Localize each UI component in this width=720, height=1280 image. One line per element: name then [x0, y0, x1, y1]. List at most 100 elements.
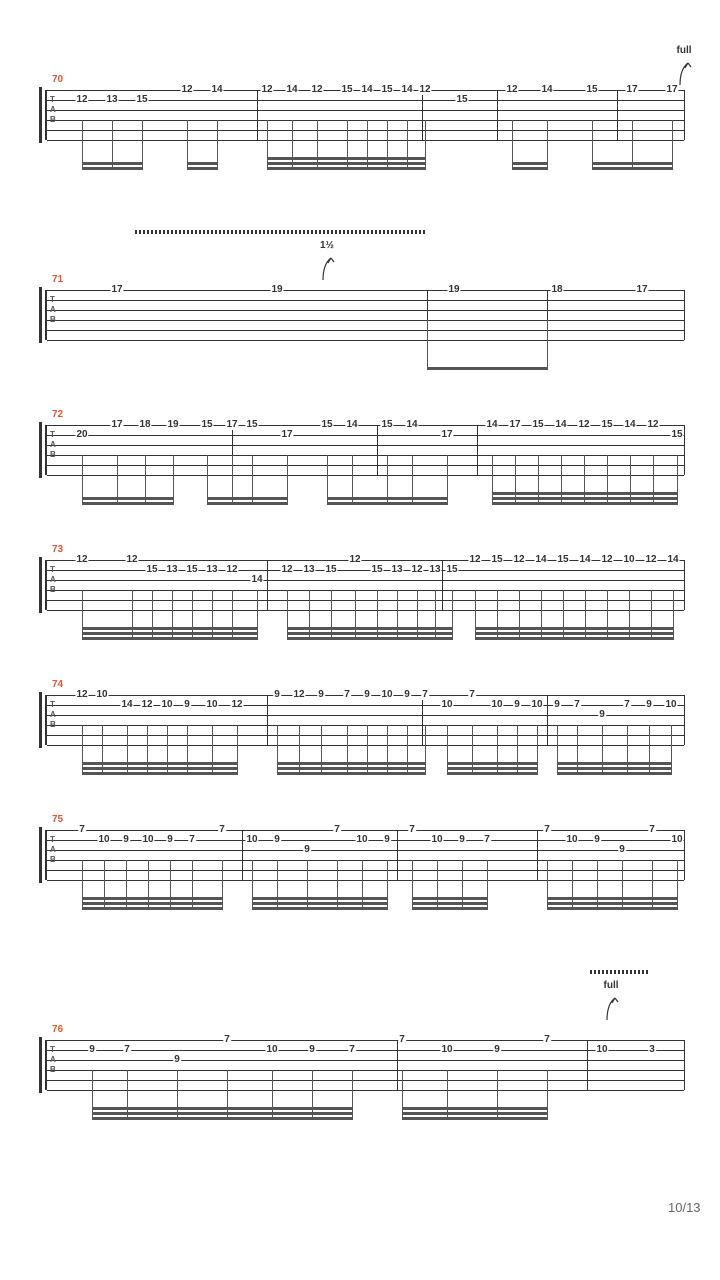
barline: [242, 830, 243, 880]
barline: [497, 90, 498, 140]
fret-number: 15: [245, 420, 258, 430]
fret-number: 12: [644, 555, 657, 565]
fret-number: 15: [490, 555, 503, 565]
beam-group: [82, 880, 222, 910]
fret-number: 15: [380, 420, 393, 430]
fret-number: 15: [455, 95, 468, 105]
fret-number: 14: [623, 420, 636, 430]
fret-number: 15: [445, 565, 458, 575]
beam-group: [82, 610, 257, 640]
fret-number: 15: [670, 430, 683, 440]
measure-number: 75: [52, 814, 63, 825]
tab-clef-label: TAB: [50, 430, 56, 460]
beam-group: [92, 1090, 352, 1120]
fret-number: 12: [75, 690, 88, 700]
fret-number: 13: [205, 565, 218, 575]
beam-group: [327, 475, 447, 505]
beam-group: [82, 140, 142, 170]
fret-number: 10: [622, 555, 635, 565]
barline: [477, 425, 478, 475]
fret-number: 12: [125, 555, 138, 565]
staff-lines: TAB711719191817: [45, 290, 685, 340]
fret-number: 18: [550, 285, 563, 295]
bend-arrow-icon: [605, 994, 619, 1027]
fret-number: 12: [577, 420, 590, 430]
fret-number: 9: [458, 835, 466, 845]
barline: [617, 90, 618, 140]
fret-number: 15: [531, 420, 544, 430]
measure-number: 74: [52, 679, 63, 690]
fret-number: 9: [513, 700, 521, 710]
fret-number: 12: [410, 565, 423, 575]
fret-number: 10: [265, 1045, 278, 1055]
fret-number: 17: [440, 430, 453, 440]
beam-group: [447, 745, 537, 775]
tab-staff: TAB7117191918171½: [45, 290, 685, 340]
fret-number: 7: [398, 1035, 406, 1045]
fret-number: 17: [110, 420, 123, 430]
fret-number: 13: [302, 565, 315, 575]
fret-number: 14: [400, 85, 413, 95]
beam-group: [492, 475, 677, 505]
fret-number: 15: [200, 420, 213, 430]
barline: [442, 560, 443, 610]
fret-number: 12: [418, 85, 431, 95]
fret-number: 12: [75, 555, 88, 565]
measure-number: 70: [52, 74, 63, 85]
fret-number: 15: [340, 85, 353, 95]
barline: [397, 830, 398, 880]
beam-group: [557, 745, 671, 775]
fret-number: 9: [598, 710, 606, 720]
fret-number: 10: [97, 835, 110, 845]
measure-number: 76: [52, 1024, 63, 1035]
fret-number: 19: [270, 285, 283, 295]
barline: [267, 695, 268, 745]
bend-label: 1½: [320, 240, 334, 251]
fret-number: 9: [618, 845, 626, 855]
fret-number: 9: [363, 690, 371, 700]
fret-number: 3: [648, 1045, 656, 1055]
fret-number: 20: [75, 430, 88, 440]
fret-number: 7: [543, 1035, 551, 1045]
fret-number: 14: [360, 85, 373, 95]
fret-number: 7: [333, 825, 341, 835]
fret-number: 7: [421, 690, 429, 700]
fret-number: 9: [88, 1045, 96, 1055]
vibrato-wavy-icon: [135, 230, 425, 234]
tab-clef-label: TAB: [50, 835, 56, 865]
fret-number: 10: [95, 690, 108, 700]
tab-clef-label: TAB: [50, 700, 56, 730]
beam-group: [267, 140, 425, 170]
tab-staff: TAB75710910977109971097109771099710: [45, 830, 685, 880]
beam-group: [512, 140, 547, 170]
fret-number: 7: [123, 1045, 131, 1055]
fret-number: 10: [440, 1045, 453, 1055]
vibrato-wavy-icon: [590, 970, 650, 974]
fret-number: 9: [308, 1045, 316, 1055]
fret-number: 14: [540, 85, 553, 95]
measure-number: 71: [52, 274, 63, 285]
fret-number: 15: [185, 565, 198, 575]
fret-number: 10: [664, 700, 677, 710]
tab-staff: TAB7312121513151312141213151215131213151…: [45, 560, 685, 610]
barline: [537, 830, 538, 880]
fret-number: 9: [403, 690, 411, 700]
fret-number: 14: [345, 420, 358, 430]
measure-number: 73: [52, 544, 63, 555]
fret-number: 7: [78, 825, 86, 835]
bend-arrow-icon: [678, 59, 692, 92]
fret-number: 12: [230, 700, 243, 710]
fret-number: 14: [250, 575, 263, 585]
fret-number: 9: [553, 700, 561, 710]
beam-group: [287, 610, 452, 640]
fret-number: 15: [135, 95, 148, 105]
fret-number: 15: [380, 85, 393, 95]
fret-number: 15: [145, 565, 158, 575]
fret-number: 15: [556, 555, 569, 565]
fret-number: 17: [110, 285, 123, 295]
fret-number: 12: [646, 420, 659, 430]
staff-lines: TAB75710910977109971097109771099710: [45, 830, 685, 880]
fret-number: 9: [273, 835, 281, 845]
tab-staff: TAB7220171819151715171514151417141715141…: [45, 425, 685, 475]
fret-number: 9: [493, 1045, 501, 1055]
